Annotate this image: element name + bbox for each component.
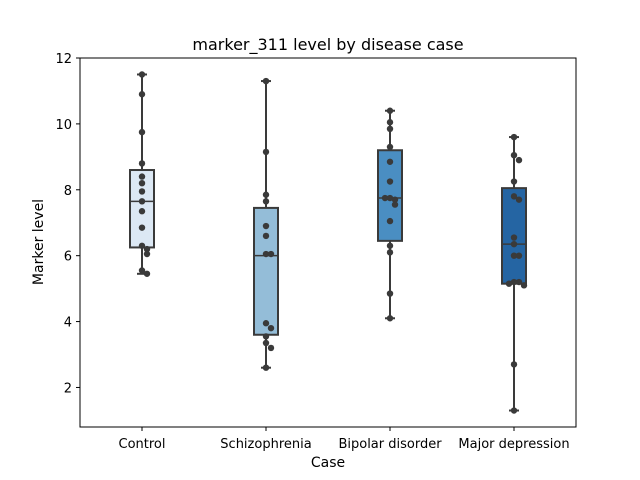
data-point bbox=[262, 333, 270, 340]
data-point bbox=[138, 128, 146, 136]
data-point bbox=[386, 290, 394, 297]
y-tick-label: 10 bbox=[55, 118, 72, 133]
data-point bbox=[262, 250, 270, 258]
data-point bbox=[262, 198, 270, 205]
data-point bbox=[138, 91, 146, 98]
data-point bbox=[386, 249, 394, 256]
chart-title: marker_311 level by disease case bbox=[192, 35, 463, 55]
x-tick-label: Major depression bbox=[458, 437, 569, 452]
data-point bbox=[262, 320, 270, 327]
y-tick-label: 8 bbox=[64, 184, 72, 199]
x-axis-label: Case bbox=[311, 455, 345, 471]
data-point bbox=[267, 344, 275, 352]
data-point bbox=[386, 143, 394, 151]
data-point bbox=[138, 71, 146, 78]
data-point bbox=[510, 178, 518, 185]
box-plots bbox=[129, 73, 527, 412]
plot-frame bbox=[79, 57, 577, 428]
data-point bbox=[386, 315, 394, 322]
y-tick-label: 4 bbox=[64, 316, 72, 331]
data-point bbox=[138, 198, 146, 205]
y-tick-label: 2 bbox=[64, 381, 72, 396]
data-point bbox=[520, 282, 528, 289]
data-point bbox=[386, 178, 394, 185]
y-axis-label: Marker level bbox=[31, 199, 47, 285]
data-point bbox=[138, 179, 146, 187]
box-major-depression bbox=[501, 136, 527, 412]
y-tick-label: 12 bbox=[55, 52, 72, 67]
data-point bbox=[510, 193, 518, 200]
data-point bbox=[505, 280, 513, 287]
data-point bbox=[138, 224, 146, 231]
data-point bbox=[515, 156, 523, 164]
x-tick-label: Bipolar disorder bbox=[338, 437, 442, 452]
data-point bbox=[510, 234, 518, 241]
data-point bbox=[515, 252, 523, 259]
data-point bbox=[262, 339, 270, 347]
data-point bbox=[515, 196, 523, 203]
data-point bbox=[386, 158, 394, 165]
data-point bbox=[510, 240, 518, 248]
data-point bbox=[386, 194, 394, 202]
data-point bbox=[510, 278, 518, 286]
data-point bbox=[138, 267, 146, 274]
data-point bbox=[386, 107, 394, 114]
data-point bbox=[510, 361, 518, 368]
y-axis: 2 4 6 8 10 12 bbox=[55, 52, 80, 396]
data-point bbox=[138, 208, 146, 215]
data-point bbox=[391, 196, 399, 203]
data-point bbox=[138, 188, 146, 195]
data-point bbox=[267, 324, 275, 332]
data-point bbox=[143, 245, 151, 253]
data-point bbox=[510, 151, 518, 159]
data-point bbox=[386, 119, 394, 126]
data-point bbox=[262, 77, 270, 85]
x-axis: Control Schizophrenia Bipolar disorder Majo… bbox=[119, 427, 570, 452]
data-point bbox=[386, 125, 394, 133]
data-point bbox=[386, 217, 394, 225]
box-body bbox=[377, 149, 403, 242]
data-point bbox=[138, 242, 146, 249]
x-tick-label: Schizophrenia bbox=[220, 437, 311, 452]
data-point bbox=[510, 252, 518, 259]
data-point bbox=[510, 133, 518, 141]
y-tick-label: 6 bbox=[64, 250, 72, 265]
data-point bbox=[391, 201, 399, 208]
box-bipolar-disorder bbox=[377, 109, 403, 320]
data-point bbox=[262, 222, 270, 230]
data-point bbox=[510, 407, 518, 414]
data-point bbox=[262, 364, 270, 371]
data-point bbox=[262, 191, 270, 198]
data-point bbox=[143, 250, 151, 258]
data-point bbox=[143, 270, 151, 277]
data-point bbox=[262, 148, 270, 156]
x-tick-label: Control bbox=[119, 437, 166, 452]
data-point bbox=[138, 173, 146, 180]
data-point bbox=[138, 160, 146, 167]
data-point bbox=[386, 242, 394, 249]
data-point bbox=[381, 194, 389, 202]
data-point bbox=[267, 250, 275, 258]
data-points bbox=[138, 71, 528, 414]
data-point bbox=[515, 278, 523, 286]
data-point bbox=[262, 232, 270, 240]
